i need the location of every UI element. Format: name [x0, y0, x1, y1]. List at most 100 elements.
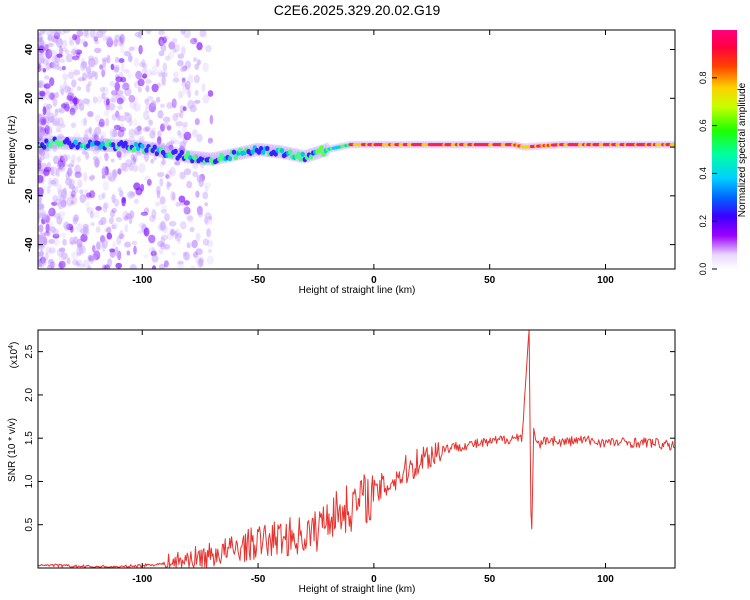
- heatmap-speckle: [82, 223, 89, 230]
- heatmap-speckle: [76, 259, 83, 266]
- heatmap-speckle: [115, 262, 123, 269]
- heatmap-speckle: [133, 96, 139, 103]
- heatmap-ridge-cell: [227, 155, 232, 162]
- heatmap-speckle: [50, 166, 55, 176]
- heatmap-speckle: [163, 260, 169, 268]
- heatmap-speckle: [206, 228, 211, 238]
- heatmap-speckle: [149, 214, 156, 223]
- heatmap-speckle: [44, 83, 50, 89]
- heatmap-speckle: [171, 37, 178, 44]
- heatmap-speckle: [123, 111, 130, 117]
- heatmap-speckle: [161, 225, 169, 235]
- heatmap-speckle: [80, 228, 86, 234]
- heatmap-speckle: [84, 129, 89, 139]
- heatmap-speckle: [53, 239, 60, 247]
- heatmap-speckle: [54, 198, 62, 206]
- heatmap-speckle: [197, 210, 204, 218]
- heatmap-speckle: [181, 79, 186, 87]
- heatmap-speckle: [46, 103, 53, 110]
- spectrogram-x-label: Height of straight line (km): [299, 285, 416, 296]
- heatmap-speckle: [123, 68, 130, 74]
- heatmap-speckle: [59, 84, 64, 95]
- heatmap-speckle: [110, 95, 118, 104]
- heatmap-speckle: [110, 63, 115, 71]
- heatmap-ridge-cell: [258, 145, 264, 152]
- heatmap-speckle: [119, 40, 125, 46]
- heatmap-speckle: [133, 57, 140, 68]
- heatmap-speckle: [166, 125, 172, 131]
- heatmap-speckle: [100, 216, 107, 225]
- heatmap-speckle: [114, 56, 120, 63]
- heatmap-speckle: [87, 70, 96, 78]
- heatmap-speckle: [69, 95, 74, 105]
- heatmap-speckle: [55, 126, 62, 133]
- heatmap-speckle: [168, 144, 174, 151]
- heatmap-speckle: [49, 207, 53, 215]
- heatmap-speckle: [105, 102, 110, 111]
- heatmap-speckle: [103, 96, 111, 107]
- heatmap-speckle: [62, 39, 68, 49]
- heatmap-speckle: [150, 100, 157, 107]
- heatmap-speckle: [47, 35, 55, 42]
- heatmap-speckle: [47, 112, 55, 123]
- heatmap-speckle: [87, 254, 92, 262]
- heatmap-speckle: [115, 217, 123, 223]
- heatmap-speckle: [179, 110, 184, 119]
- heatmap-speckle: [198, 258, 204, 267]
- heatmap-speckle: [77, 263, 85, 268]
- heatmap-speckle: [115, 92, 120, 100]
- heatmap-speckle: [119, 33, 125, 44]
- heatmap-speckle: [80, 38, 86, 46]
- heatmap-speckle: [202, 94, 210, 104]
- heatmap-speckle: [158, 221, 164, 231]
- heatmap-speckle: [189, 226, 195, 233]
- heatmap-speckle: [107, 258, 113, 268]
- heatmap-speckle: [39, 156, 45, 161]
- heatmap-speckle: [150, 70, 157, 76]
- spectrogram-y-label: Frequency (Hz): [7, 116, 18, 185]
- heatmap-speckle: [47, 42, 54, 47]
- heatmap-speckle: [62, 238, 67, 246]
- heatmap-speckle: [186, 215, 194, 221]
- heatmap-speckle: [151, 254, 159, 263]
- heatmap-speckle: [52, 155, 60, 165]
- heatmap-speckle: [45, 223, 50, 234]
- heatmap-speckle: [49, 180, 57, 185]
- heatmap-speckle: [193, 37, 198, 43]
- heatmap-speckle: [111, 194, 116, 203]
- heatmap-speckle: [101, 167, 108, 177]
- heatmap-speckle: [138, 162, 146, 173]
- heatmap-speckle: [83, 117, 88, 126]
- y-tick-label: 0: [24, 144, 35, 150]
- heatmap-speckle: [181, 77, 186, 83]
- heatmap-speckle: [105, 35, 113, 42]
- heatmap-speckle: [111, 168, 118, 179]
- heatmap-speckle: [65, 53, 74, 63]
- heatmap-speckle: [103, 108, 110, 118]
- heatmap-speckle: [48, 207, 56, 217]
- heatmap-speckle: [145, 84, 150, 93]
- heatmap-speckle: [95, 241, 103, 250]
- heatmap-ridge-cell: [185, 150, 191, 157]
- x-tick-label: 0: [371, 574, 377, 585]
- heatmap-speckle: [71, 79, 77, 88]
- heatmap-speckle: [97, 193, 105, 201]
- heatmap-speckle: [180, 30, 186, 35]
- heatmap-speckle: [69, 107, 76, 116]
- heatmap-speckle: [55, 108, 62, 113]
- heatmap-speckle: [47, 34, 52, 41]
- heatmap-speckle: [209, 114, 214, 125]
- heatmap-speckle: [158, 247, 164, 255]
- heatmap-speckle: [206, 255, 214, 265]
- heatmap-speckle: [184, 80, 191, 91]
- heatmap-speckle: [44, 75, 50, 80]
- heatmap-speckle: [160, 236, 166, 247]
- heatmap-speckle: [195, 190, 200, 198]
- heatmap-speckle: [206, 239, 214, 248]
- heatmap-speckle: [38, 224, 44, 233]
- heatmap-speckle: [120, 122, 125, 132]
- spectrogram-y-ticks: -40 -20 0 20 40: [24, 44, 675, 252]
- heatmap-speckle: [155, 96, 161, 103]
- heatmap-speckle: [60, 252, 68, 260]
- heatmap-speckle: [44, 90, 52, 101]
